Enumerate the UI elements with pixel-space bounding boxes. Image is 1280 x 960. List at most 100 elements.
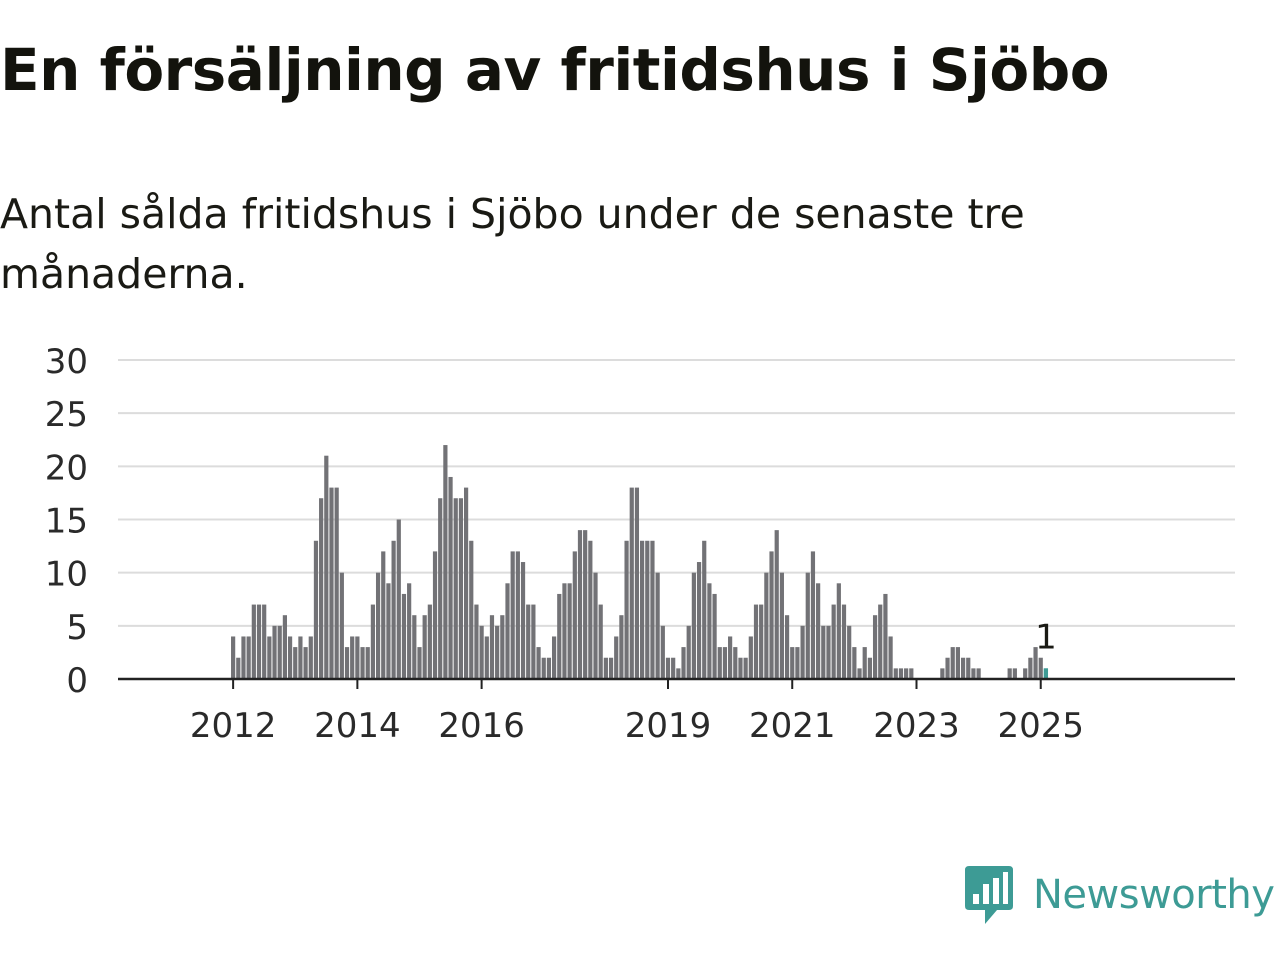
bar — [650, 540, 655, 679]
x-tick-label: 2016 — [438, 706, 525, 746]
bar — [883, 593, 888, 679]
bar — [945, 657, 950, 679]
y-tick-label: 25 — [45, 395, 88, 435]
bar — [1038, 657, 1043, 679]
bar — [681, 647, 686, 679]
bar — [277, 625, 282, 679]
bar — [1033, 647, 1038, 679]
bar — [319, 498, 324, 679]
bar — [1023, 668, 1028, 679]
bar — [267, 636, 272, 679]
bar — [769, 551, 774, 679]
y-tick-label: 30 — [45, 342, 88, 382]
bar — [598, 604, 603, 679]
bar — [816, 583, 821, 679]
bar — [256, 604, 262, 679]
bar — [489, 615, 495, 679]
bar — [784, 615, 790, 679]
bar — [593, 572, 598, 679]
bar — [567, 583, 572, 679]
newsworthy-logo[interactable]: Newsworthy — [963, 864, 1275, 926]
bar — [577, 530, 583, 679]
bar — [872, 615, 878, 679]
bar — [940, 668, 945, 679]
bar — [722, 647, 728, 679]
bar — [810, 551, 816, 679]
bar — [391, 540, 396, 679]
bar — [339, 572, 344, 679]
bar — [655, 572, 660, 679]
bar — [505, 583, 510, 679]
annotations: 1 — [1035, 617, 1057, 657]
bar — [417, 647, 422, 679]
bar — [360, 647, 365, 679]
bar — [847, 625, 852, 679]
bar — [386, 583, 391, 679]
bar — [624, 540, 629, 679]
bar — [370, 604, 376, 679]
bar — [427, 604, 432, 679]
bar — [412, 615, 417, 679]
bar — [350, 636, 355, 679]
bar — [453, 498, 458, 679]
bar — [888, 636, 893, 679]
newsworthy-logo-icon — [965, 866, 1013, 924]
bar — [438, 498, 443, 679]
x-tick-label: 2014 — [314, 706, 401, 746]
bar — [1007, 668, 1012, 679]
bar — [671, 657, 676, 679]
bar — [520, 562, 526, 679]
x-tick-label: 2023 — [873, 706, 960, 746]
bar — [702, 540, 707, 679]
bar — [976, 668, 981, 679]
bar — [282, 615, 287, 679]
bar — [836, 583, 841, 679]
x-tick-label: 2021 — [749, 706, 836, 746]
bar — [867, 657, 872, 679]
highlight-bar — [1043, 668, 1049, 679]
bar — [955, 647, 961, 679]
y-tick-label: 0 — [66, 661, 88, 701]
bar — [645, 540, 650, 679]
bar — [1012, 668, 1017, 679]
bar — [619, 615, 624, 679]
bar — [381, 551, 386, 679]
bar — [531, 604, 536, 679]
bar — [728, 636, 733, 679]
bar — [608, 657, 614, 679]
bar — [821, 625, 826, 679]
bar — [696, 562, 702, 679]
bar — [971, 668, 976, 679]
bar — [878, 604, 883, 679]
bar — [893, 668, 898, 679]
bar — [448, 476, 453, 679]
bar — [536, 647, 541, 679]
bar — [960, 657, 966, 679]
bar — [303, 647, 308, 679]
highlight-value-label: 1 — [1035, 617, 1057, 657]
bar — [707, 583, 712, 679]
bar — [629, 487, 634, 679]
bar — [712, 593, 717, 679]
bar — [546, 657, 552, 679]
bar — [463, 487, 469, 679]
bar — [790, 647, 795, 679]
bar — [308, 636, 313, 679]
bar — [691, 572, 696, 679]
bar — [551, 636, 557, 679]
bar — [334, 487, 339, 679]
y-axis-ticks: 0 5 10 15 20 25 30 — [45, 342, 88, 701]
bar — [484, 636, 489, 679]
bar — [857, 668, 862, 679]
bar — [541, 657, 546, 679]
bar — [738, 657, 743, 679]
bar — [344, 647, 350, 679]
bar — [588, 540, 593, 679]
bar — [779, 572, 784, 679]
bar — [950, 647, 955, 679]
bar — [904, 668, 909, 679]
bar — [355, 636, 360, 679]
bar — [572, 551, 577, 679]
bar — [298, 636, 303, 679]
y-tick-label: 10 — [45, 555, 88, 595]
